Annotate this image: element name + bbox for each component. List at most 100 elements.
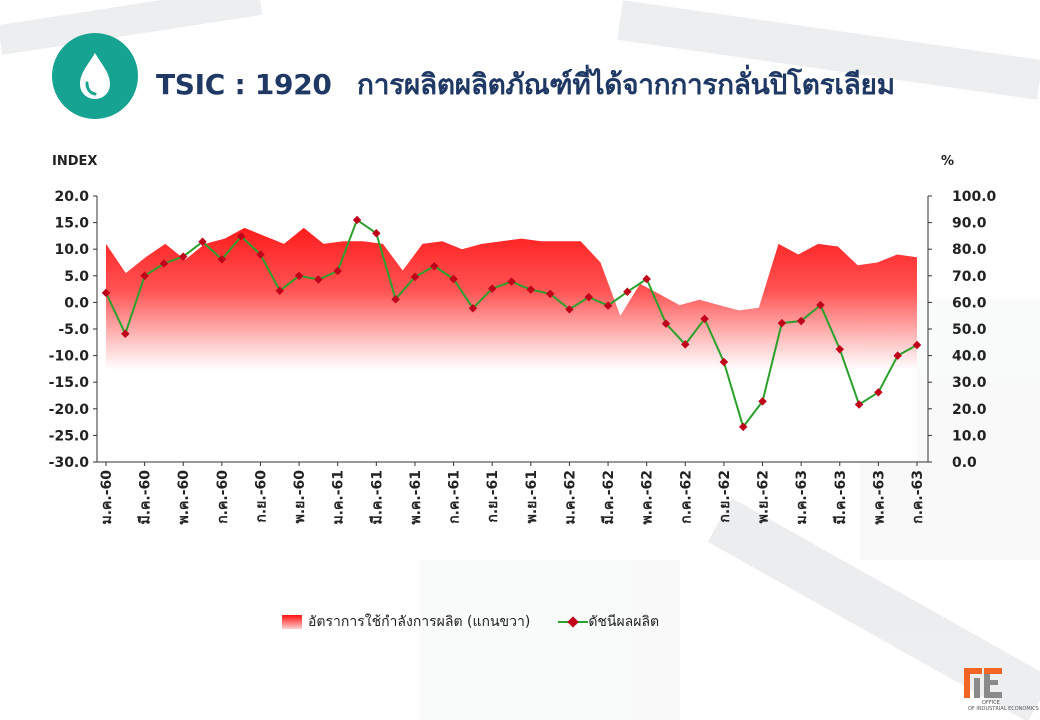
production-index-point [140,271,149,281]
right-axis-title: % [941,154,955,169]
left-tick-label: 5.0 [64,269,89,285]
production-index-point [526,285,536,294]
logo-text-2: OF INDUSTRIAL ECONOMICS [968,706,1039,712]
x-tick-label: พ.ย.-60 [292,470,308,524]
production-index-point [893,351,902,360]
production-index-point [391,294,400,304]
legend-area-label: อัตราการใช้กำลังการผลิต (แกนขวา) [308,614,531,630]
x-tick-label: พ.ค.-62 [640,470,656,525]
production-index-point [623,287,632,297]
title-number: 1920 [254,68,332,101]
left-tick-label: -30.0 [49,455,90,471]
production-index-point [758,397,767,406]
production-index-point [854,400,864,409]
x-tick-label: ม.ค.-62 [562,470,578,525]
production-index-point [372,228,381,238]
production-index-point [275,286,285,295]
production-index-point [719,357,729,367]
production-index-point [468,304,478,313]
title-colon: : [234,68,246,101]
production-index-point [121,329,130,339]
production-index-point [681,340,690,349]
x-tick-label: พ.ค.-63 [871,470,887,525]
production-index-point [777,318,787,328]
left-tick-label: 0.0 [64,295,89,311]
x-tick-label: พ.ย.-61 [524,470,540,523]
production-index-point [816,300,825,310]
droplet-icon [52,33,138,119]
x-tick-label: ม.ค.-63 [794,470,810,525]
left-tick-label: -5.0 [58,322,89,338]
production-index-point [430,261,439,271]
production-index-point [198,237,207,246]
production-index-point [314,275,323,284]
x-tick-label: มี.ค.-60 [138,470,154,525]
legend-line-swatch [558,616,589,628]
x-tick-label: มี.ค.-62 [601,470,617,525]
right-tick-label: 10.0 [952,428,987,444]
x-tick-label: พ.ค.-61 [408,470,424,525]
production-index-point [217,255,227,264]
title-name: การผลิตผลิตภัณฑ์ที่ได้จากการกลั่นปิโตรเล… [357,68,895,101]
left-tick-label: -15.0 [49,375,90,391]
right-tick-label: 40.0 [952,349,987,365]
x-tick-label: มี.ค.-61 [369,470,385,525]
capacity-area [106,227,917,462]
production-index-point [796,316,806,326]
x-tick-label: พ.ค.-60 [176,470,192,525]
production-index-point [507,277,516,286]
legend-line-label: ดัชนีผลผลิต [588,614,660,630]
production-index-point [661,319,671,328]
x-tick-label: มี.ค.-63 [833,470,849,525]
production-index-point [912,340,922,350]
production-index-point [642,274,651,284]
right-tick-label: 0.0 [952,455,977,471]
production-index-point [352,215,362,225]
x-tick-label: ม.ค.-61 [331,470,347,525]
logo-text-1: OFFICE [982,700,1000,706]
production-index-point [236,232,246,241]
production-index-point [256,250,265,259]
right-tick-label: 90.0 [952,216,987,232]
right-tick-label: 100.0 [952,189,997,205]
left-tick-label: -20.0 [49,402,90,418]
production-index-point [487,284,497,293]
right-tick-label: 60.0 [952,295,987,311]
production-index-point [738,422,748,432]
page-title: TSIC : 1920 การผลิตผลิตภัณฑ์ที่ได้จากการ… [156,60,895,110]
production-index-point [584,292,593,302]
x-tick-label: ม.ค.-60 [99,470,115,525]
right-tick-label: 20.0 [952,402,987,418]
legend: อัตราการใช้กำลังการผลิต (แกนขวา) ดัชนีผล… [282,610,659,634]
right-tick-label: 80.0 [952,242,987,258]
x-tick-label: พ.ย.-62 [756,470,772,523]
production-index-point [159,259,169,268]
production-index-point [603,301,613,310]
oie-logo-icon: OFFICE OF INDUSTRIAL ECONOMICS [948,664,1039,712]
production-index-point [294,271,304,281]
left-tick-label: 15.0 [54,216,89,232]
production-index-point [565,305,574,314]
production-index-point [835,344,845,354]
production-index-point [410,272,420,282]
production-index-point [449,274,458,284]
left-tick-label: -25.0 [49,428,90,444]
production-index-point [874,388,883,397]
production-index-point [101,288,111,298]
x-tick-label: ก.ค.-61 [447,470,463,524]
x-tick-label: ก.ย.-62 [717,470,733,523]
title-code: TSIC [156,68,226,101]
left-axis-title: INDEX [52,154,98,169]
x-tick-label: ก.ค.-63 [910,470,926,524]
production-index-point [700,314,709,324]
left-tick-label: 10.0 [54,242,89,258]
right-tick-label: 30.0 [952,375,987,391]
production-index-point [333,266,342,276]
x-tick-label: ก.ค.-62 [678,470,694,524]
left-tick-label: 20.0 [54,189,89,205]
legend-area-swatch [282,615,302,629]
right-tick-label: 70.0 [952,269,987,285]
right-tick-label: 50.0 [952,322,987,338]
production-index-point [545,289,555,299]
